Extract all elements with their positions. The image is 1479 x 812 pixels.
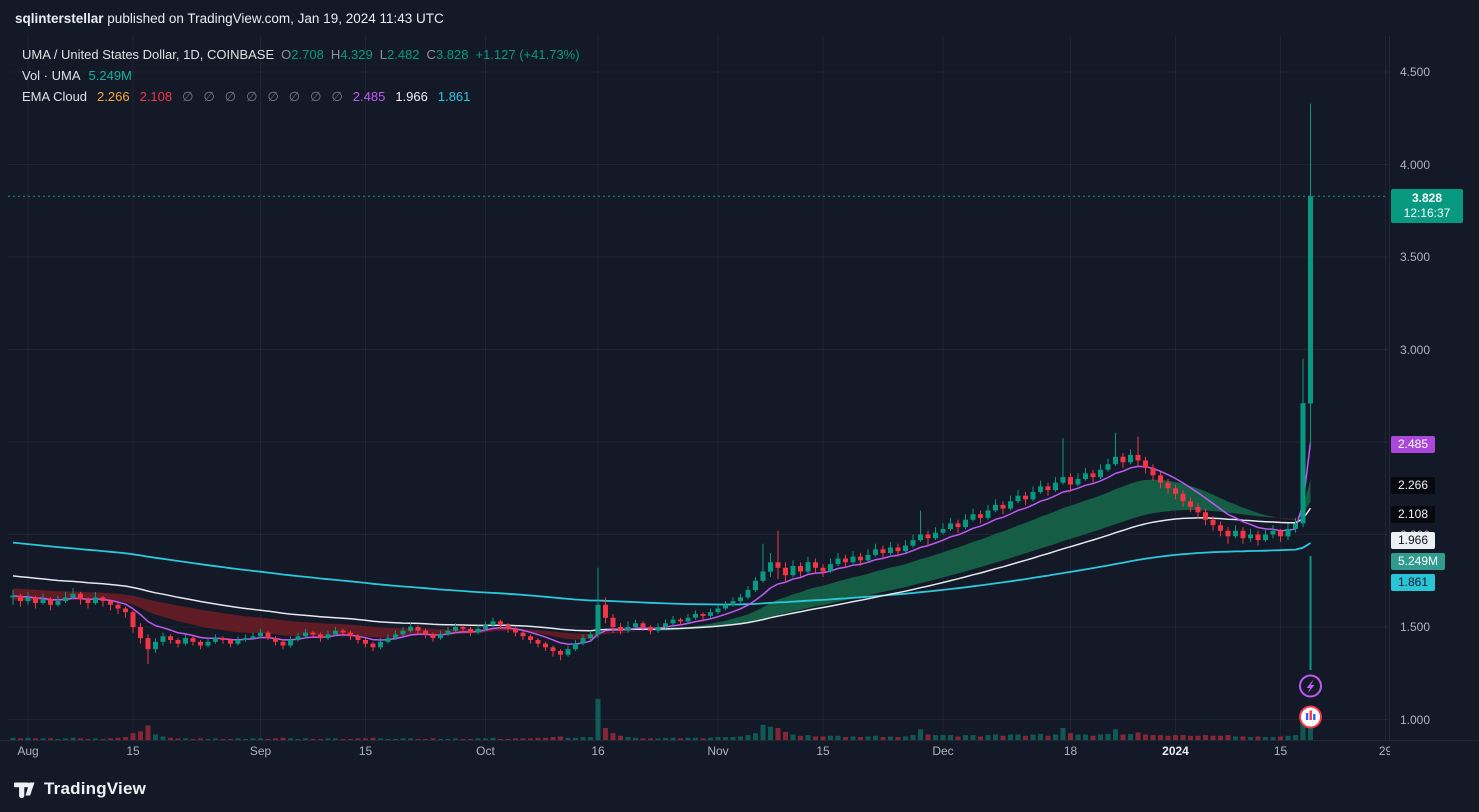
price-axis-label: 1.500 <box>1400 620 1431 634</box>
ema-line-fast <box>12 442 1312 645</box>
price-axis-separator <box>1389 36 1390 740</box>
ema-slow-badge: 1.861 <box>1391 574 1436 591</box>
ohlc-low: L2.482 <box>379 47 420 62</box>
ema-cloud <box>13 479 1311 640</box>
time-axis-label: 16 <box>591 744 605 758</box>
price-axis[interactable]: 4.5004.0003.5003.0002.5002.0001.5001.000… <box>1390 36 1479 740</box>
ohlc-close: C3.828 <box>426 47 469 62</box>
grid <box>8 36 1388 740</box>
volume-badge: 5.249M <box>1391 553 1446 570</box>
time-axis-label: Oct <box>476 744 495 758</box>
ema-value: ∅ <box>310 88 322 104</box>
ema-value: 1.966 <box>395 88 428 104</box>
ema-mid-badge: 1.966 <box>1391 532 1436 549</box>
ema-value: ∅ <box>267 88 279 104</box>
ema-value: ∅ <box>288 88 301 104</box>
ema-value: ∅ <box>224 88 237 104</box>
volume-title: Vol · UMA <box>22 68 81 83</box>
cloud-upper-badge: 2.266 <box>1391 477 1436 494</box>
price-axis-label: 4.000 <box>1400 157 1431 172</box>
ema-line-mid <box>12 507 1312 632</box>
ema-cloud-legend-row: EMA Cloud 2.266 2.108 ∅ ∅ ∅ ∅ ∅ ∅ ∅ ∅ 2.485 1.966 1.… <box>22 86 580 107</box>
time-axis-label: 15 <box>358 744 373 758</box>
time-axis-label: 15 <box>816 744 830 758</box>
time-axis-label: 29 <box>1378 744 1390 758</box>
volume-value: 5.249M <box>88 68 132 83</box>
tradingview-logo[interactable] <box>14 778 36 800</box>
time-axis-label: Sep <box>249 744 272 758</box>
time-axis-separator <box>0 740 1479 741</box>
symbol-title: UMA / United States Dollar, 1D, COINBASE <box>22 47 275 62</box>
ohlc-open: O2.708 <box>281 47 324 62</box>
time-axis-label: 18 <box>1063 744 1078 758</box>
volume-legend-row: Vol · UMA 5.249M <box>22 65 580 86</box>
symbol-legend-row: UMA / United States Dollar, 1D, COINBASE… <box>22 44 580 65</box>
ema-value: 2.108 <box>139 88 173 104</box>
tradingview-footer: TradingView <box>14 778 146 800</box>
price-axis-label: 4.500 <box>1400 65 1431 79</box>
candles <box>10 103 1313 664</box>
ema-value: ∅ <box>331 88 343 104</box>
ema-value: 2.485 <box>352 88 386 104</box>
ema-line-slow <box>12 541 1311 606</box>
last-price-countdown-badge: 3.828 12:16:37 <box>1391 189 1463 223</box>
publish-header: sqlinterstellar published on TradingView… <box>0 0 1479 36</box>
time-axis[interactable]: Aug 15 Sep 15 Oct 16 Nov 15 Dec 18 2024 15 29 <box>0 743 1390 763</box>
alert-icon-lightning[interactable] <box>1299 674 1322 698</box>
price-change: +1.127 (+41.73%) <box>475 47 580 62</box>
price-axis-label: 1.000 <box>1400 712 1431 727</box>
tradingview-brand: TradingView <box>44 779 147 798</box>
time-axis-label: Aug <box>17 744 39 758</box>
time-axis-label: 15 <box>1273 744 1288 758</box>
price-axis-label: 3.000 <box>1400 342 1431 357</box>
ema-value: ∅ <box>203 88 215 104</box>
time-axis-label: 15 <box>126 744 140 758</box>
time-axis-label: Dec <box>932 744 954 758</box>
ema-cloud-values: 2.266 2.108 ∅ ∅ ∅ ∅ ∅ ∅ ∅ ∅ 2.485 1.966 1.861 <box>87 89 470 105</box>
ema-cloud-title: EMA Cloud <box>22 89 88 104</box>
cloud-lower-badge: 2.108 <box>1391 506 1436 523</box>
ohlc-high: H4.329 <box>330 47 373 62</box>
time-axis-label-year: 2024 <box>1162 744 1189 758</box>
publish-info: published on TradingView.com, Jan 19, 20… <box>103 10 444 26</box>
publisher-username: sqlinterstellar <box>15 10 104 26</box>
ema-fast-badge: 2.485 <box>1391 436 1436 453</box>
alert-icon-indicator[interactable] <box>1299 705 1322 729</box>
ema-value: 1.861 <box>437 88 471 104</box>
price-axis-label: 3.500 <box>1400 250 1431 264</box>
volume-bars <box>10 698 1313 742</box>
ema-value: ∅ <box>246 88 258 104</box>
chart-legend: UMA / United States Dollar, 1D, COINBASE… <box>22 44 580 107</box>
time-axis-label: Nov <box>707 744 729 758</box>
ema-value: 2.266 <box>97 88 130 104</box>
ema-value: ∅ <box>182 88 194 104</box>
